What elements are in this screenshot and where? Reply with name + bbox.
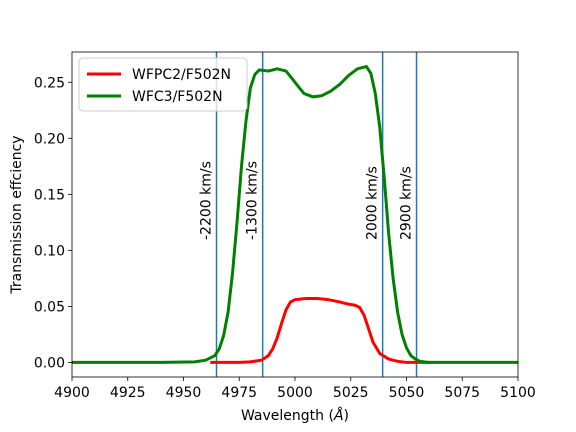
x-axis-label: Wavelength (Å) — [241, 407, 349, 424]
y-tick-label: 0.10 — [34, 243, 65, 259]
x-axis-ticks: 4900 4925 4950 4975 5000 5025 5050 5075 5100 — [54, 377, 536, 401]
x-tick-label: 5050 — [389, 385, 425, 401]
y-tick-label: 0.20 — [34, 131, 65, 147]
y-tick-label: 0.25 — [34, 75, 65, 91]
x-tick-label: 5075 — [444, 385, 480, 401]
legend-label-1: WFC3/F502N — [132, 89, 223, 105]
legend: WFPC2/F502N WFC3/F502N — [78, 57, 248, 112]
x-tick-label: 4925 — [110, 385, 146, 401]
x-tick-label: 5000 — [277, 385, 313, 401]
x-tick-label: 5100 — [500, 385, 536, 401]
x-tick-label: 5025 — [333, 385, 369, 401]
y-tick-label: 0.15 — [34, 187, 65, 203]
velocity-label-2: 2000 km/s — [365, 166, 381, 240]
y-tick-label: 0.05 — [34, 299, 65, 315]
velocity-label-0: -2200 km/s — [199, 161, 215, 240]
series-layer — [72, 65, 518, 364]
y-axis-label: Transmission effciency — [9, 135, 25, 294]
y-axis-ticks: 0.00 0.05 0.10 0.15 0.20 0.25 — [34, 75, 72, 371]
x-tick-label: 4900 — [54, 385, 90, 401]
legend-box — [78, 57, 248, 112]
velocity-label-1: -1300 km/s — [245, 161, 261, 240]
vertical-lines: -2200 km/s -1300 km/s 2000 km/s 2900 km/s — [199, 52, 418, 377]
series-line-0 — [210, 297, 434, 364]
y-tick-label: 0.00 — [34, 355, 65, 371]
series-line-1 — [72, 65, 518, 364]
x-tick-label: 4950 — [166, 385, 202, 401]
legend-label-0: WFPC2/F502N — [132, 67, 231, 83]
velocity-label-3: 2900 km/s — [399, 166, 415, 240]
x-tick-label: 4975 — [221, 385, 257, 401]
